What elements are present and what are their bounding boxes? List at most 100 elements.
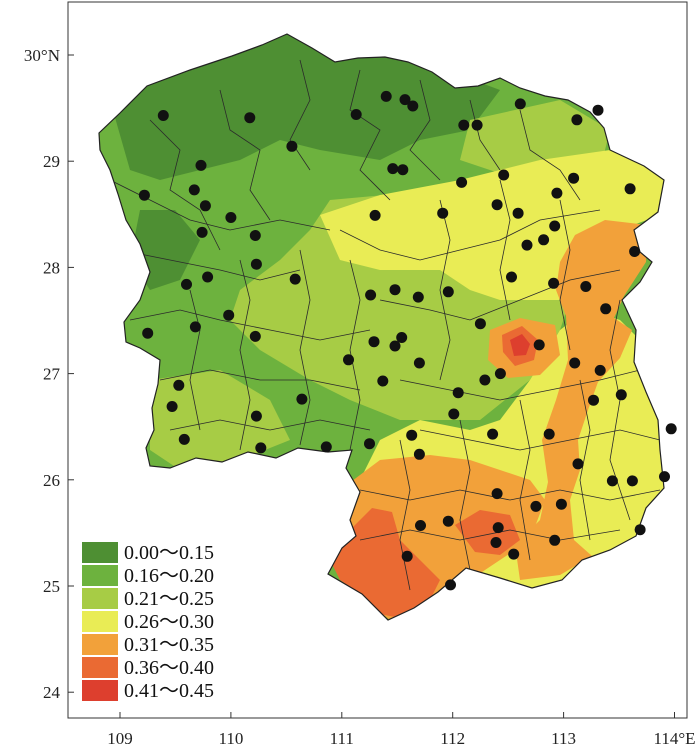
station-point (365, 289, 377, 301)
station-point (615, 389, 627, 401)
station-point (223, 309, 235, 321)
station-point (413, 448, 425, 460)
legend-swatch (82, 634, 118, 655)
station-point (350, 109, 362, 120)
y-tick-label: 24 (43, 683, 61, 702)
x-axis: 109 110 111 112 113 114°E (107, 712, 696, 748)
station-point (181, 278, 192, 290)
station-point (548, 277, 560, 289)
station-point (249, 330, 261, 342)
station-point (415, 520, 426, 531)
station-point (626, 475, 638, 487)
station-point (487, 428, 499, 440)
province-outline (98, 33, 665, 621)
station-point (568, 172, 580, 184)
station-point (406, 429, 418, 441)
legend-swatch (82, 680, 118, 701)
legend-swatch (82, 565, 118, 586)
legend-label: 0.00～0.15 (124, 542, 214, 564)
station-point (580, 281, 592, 292)
y-tick-label: 30°N (24, 46, 60, 65)
legend-label: 0.21～0.25 (124, 588, 214, 610)
station-point (588, 394, 599, 406)
station-point (458, 119, 470, 131)
station-point (474, 318, 486, 330)
station-point (437, 207, 449, 219)
legend-swatch (82, 542, 118, 563)
station-point (498, 169, 510, 181)
legend-label: 0.26～0.30 (124, 611, 214, 633)
station-point (549, 220, 561, 232)
station-point (442, 286, 454, 298)
station-point (634, 524, 646, 536)
station-point (549, 534, 561, 546)
legend-swatch (82, 588, 118, 609)
station-point (555, 498, 567, 510)
station-point (296, 393, 308, 405)
station-point (377, 375, 389, 387)
station-point (250, 410, 262, 422)
region-0.36-0.40-southeast (455, 510, 520, 555)
y-tick-label: 27 (43, 365, 61, 384)
station-point (389, 284, 401, 296)
station-point (396, 332, 408, 343)
station-point (178, 433, 190, 445)
station-point (491, 488, 503, 500)
station-point (665, 423, 677, 435)
station-point (195, 159, 207, 171)
station-point (448, 408, 460, 420)
station-point (255, 442, 267, 454)
y-tick-label: 28 (43, 258, 60, 277)
station-point (506, 271, 517, 283)
station-point (399, 94, 411, 106)
x-tick-label: 112 (440, 729, 465, 748)
y-tick-label: 29 (43, 152, 60, 171)
station-point (629, 246, 641, 257)
station-point (491, 199, 503, 211)
station-point (225, 212, 237, 223)
station-point (368, 336, 380, 348)
station-point (173, 379, 185, 391)
station-point (543, 428, 555, 440)
region-0.31-0.35-east (515, 220, 648, 580)
y-tick-label: 25 (43, 577, 60, 596)
region-0.36-0.40-south (330, 508, 440, 618)
legend-swatch (82, 611, 118, 632)
station-point (289, 273, 301, 285)
station-point (401, 550, 413, 562)
station-point (479, 374, 491, 386)
station-point (471, 119, 483, 131)
station-point (189, 321, 201, 333)
county-boundaries (109, 59, 661, 591)
station-point (445, 579, 456, 591)
station-point (188, 184, 200, 196)
legend-label: 0.41～0.45 (124, 680, 214, 702)
station-point (530, 500, 542, 512)
station-point (413, 357, 425, 369)
x-tick-label: 114°E (653, 729, 695, 748)
station-point (512, 207, 524, 219)
station-point (343, 354, 354, 366)
station-point (407, 100, 419, 112)
station-point (521, 239, 533, 251)
x-tick-label: 113 (551, 729, 576, 748)
station-point (389, 340, 401, 352)
station-point (571, 114, 583, 126)
legend-label: 0.31～0.35 (124, 634, 214, 656)
station-point (659, 471, 670, 483)
station-point (569, 357, 581, 369)
station-markers (138, 90, 677, 591)
x-tick-label: 109 (107, 729, 133, 748)
station-point (397, 164, 409, 176)
station-point (538, 234, 550, 246)
station-point (369, 209, 381, 221)
station-point (166, 401, 178, 412)
x-tick-label: 111 (330, 729, 354, 748)
station-point (624, 183, 636, 195)
station-point (533, 339, 545, 351)
station-point (606, 475, 618, 487)
station-point (551, 187, 563, 199)
legend-label: 0.36～0.40 (124, 657, 214, 679)
station-point (412, 291, 424, 303)
